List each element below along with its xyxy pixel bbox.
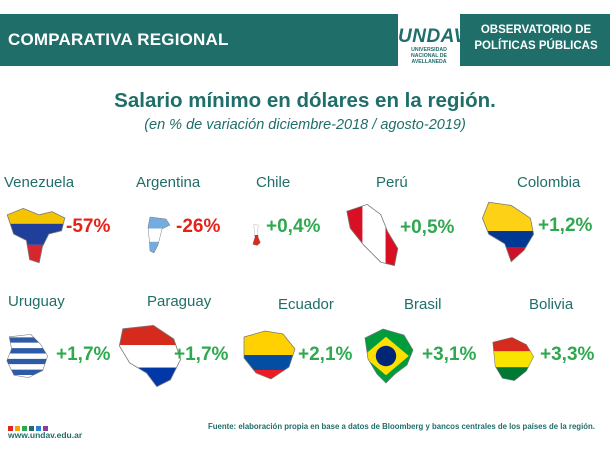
country-map-uruguay (2, 318, 50, 399)
country-map-venezuela (4, 196, 68, 277)
brand-dot (8, 426, 13, 431)
brand-dot (22, 426, 27, 431)
country-label-ecuador: Ecuador (278, 296, 334, 313)
country-label-peru: Perú (376, 174, 408, 191)
country-label-uruguay: Uruguay (8, 293, 65, 310)
country-label-brasil: Brasil (404, 296, 442, 313)
value-label-venezuela: -57% (66, 216, 111, 237)
country-map-paraguay (116, 320, 184, 397)
chart-subtitle: (en % de variación diciembre-2018 / agos… (144, 117, 466, 133)
value-label-paraguay: +1,7% (174, 344, 229, 365)
value-label-brasil: +3,1% (422, 344, 477, 365)
value-label-colombia: +1,2% (538, 215, 593, 236)
value-label-ecuador: +2,1% (298, 344, 353, 365)
value-label-bolivia: +3,3% (540, 344, 595, 365)
country-label-colombia: Colombia (517, 174, 581, 191)
source-note: Fuente: elaboración propia en base a dat… (208, 422, 595, 431)
country-label-paraguay: Paraguay (147, 293, 212, 310)
observatory-title: OBSERVATORIO DE POLÍTICAS PÚBLICAS (474, 24, 598, 52)
header-band (0, 14, 610, 66)
country-map-peru (340, 200, 408, 275)
country-label-bolivia: Bolivia (529, 296, 574, 313)
country-map-colombia (476, 190, 540, 277)
undav-logo: UNDAV UNIVERSIDAD NACIONAL DE AVELLANEDA (398, 0, 467, 78)
country-map-chile (245, 196, 267, 279)
value-label-peru: +0,5% (400, 217, 455, 238)
brand-dot (29, 426, 34, 431)
value-label-uruguay: +1,7% (56, 344, 111, 365)
value-label-argentina: -26% (176, 216, 221, 237)
country-label-chile: Chile (256, 174, 291, 191)
country-label-venezuela: Venezuela (4, 174, 75, 191)
brand-dot (43, 426, 48, 431)
brand-dot (36, 426, 41, 431)
logo-subtitle: UNIVERSIDAD NACIONAL DE AVELLANEDA (411, 47, 447, 65)
country-map-bolivia (488, 324, 536, 399)
country-map-brasil (356, 324, 416, 393)
brand-dot (15, 426, 20, 431)
website-link[interactable]: www.undav.edu.ar (8, 430, 83, 440)
country-label-argentina: Argentina (136, 174, 201, 191)
country-map-ecuador (238, 322, 298, 393)
country-map-argentina (138, 196, 178, 279)
section-title: COMPARATIVA REGIONAL (8, 30, 229, 49)
brand-color-dots (8, 418, 50, 436)
value-label-chile: +0,4% (266, 216, 321, 237)
logo-wordmark: UNDAV (398, 26, 467, 47)
chart-title: Salario mínimo en dólares en la región. (114, 89, 496, 112)
